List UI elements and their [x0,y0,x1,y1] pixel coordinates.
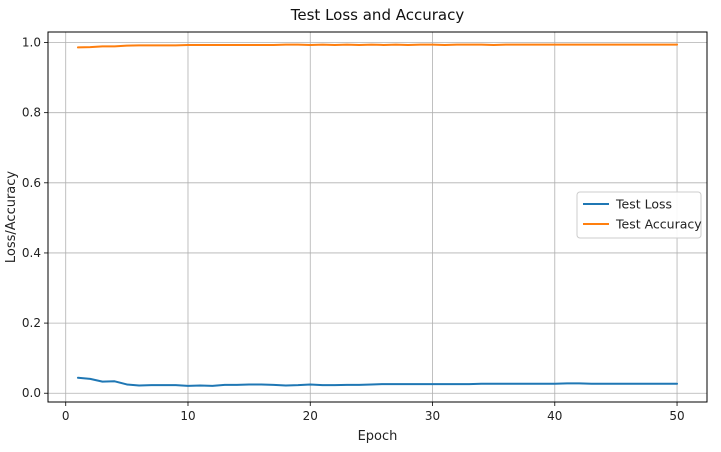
x-tick-label: 40 [547,409,562,423]
legend-label-test-accuracy: Test Accuracy [615,217,702,232]
x-tick-label: 30 [425,409,440,423]
y-tick-label: 0.0 [22,386,41,400]
series-line-test-accuracy [76,43,679,49]
x-axis-label: Epoch [358,429,398,444]
y-tick-label: 0.8 [22,106,41,120]
legend-label-test-loss: Test Loss [615,197,672,212]
chart-title: Test Loss and Accuracy [290,6,465,24]
x-tick-label: 50 [669,409,684,423]
y-tick-label: 0.4 [22,246,41,260]
series-line-test-loss [76,376,679,387]
y-tick-label: 0.6 [22,176,41,190]
plot-frame [47,31,708,403]
grid [48,32,707,402]
y-axis-label: Loss/Accuracy [4,171,19,264]
x-tick-label: 20 [303,409,318,423]
x-tick-label: 10 [180,409,195,423]
series-lines [76,43,679,387]
legend: Test Loss Test Accuracy [576,191,702,239]
y-tick-label: 0.2 [22,316,41,330]
x-tick-label: 0 [62,409,70,423]
y-tick-label: 1.0 [22,36,41,50]
axis-ticks: 0 10 20 30 40 50 0.0 0.2 0.4 0.6 0.8 1.0 [22,36,685,423]
